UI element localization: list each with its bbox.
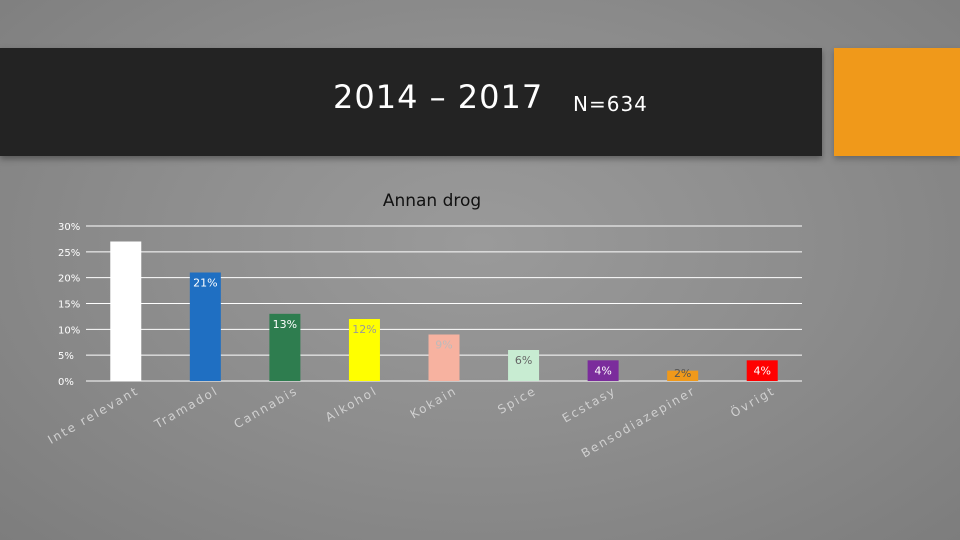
category-label: Inte relevant <box>45 383 141 446</box>
category-label: Alkohol <box>323 383 380 424</box>
data-label: 6% <box>515 354 532 367</box>
bar <box>348 319 380 381</box>
data-label: 4% <box>753 364 770 377</box>
data-label: 21% <box>193 277 217 290</box>
category-label: Kokain <box>408 383 460 421</box>
bar <box>746 360 778 381</box>
y-tick-label: 25% <box>58 248 80 259</box>
y-tick-label: 15% <box>58 300 80 311</box>
category-label: Ecstasy <box>560 383 619 425</box>
y-tick-label: 10% <box>58 325 80 336</box>
bar <box>508 350 540 381</box>
chart-title: Annan drog <box>382 191 482 211</box>
y-tick-label: 0% <box>58 377 74 388</box>
data-label: 13% <box>273 318 297 331</box>
category-label: Spice <box>495 383 539 416</box>
data-label: 4% <box>594 364 611 377</box>
data-label: 2% <box>674 367 691 380</box>
data-label: 9% <box>435 339 452 352</box>
bar <box>428 334 460 381</box>
y-tick-label: 20% <box>58 274 80 285</box>
y-tick-label: 5% <box>58 351 74 362</box>
category-labels: Inte relevant Tramadol Cannabis Alkohol Koka… <box>45 382 777 461</box>
bar <box>189 272 221 381</box>
data-labels: 21% 13% 12% 9% 6% 4% 2% 4% <box>193 277 771 381</box>
bar <box>110 241 142 381</box>
y-tick-labels: 0% 5% 10% 15% 20% 25% 30% <box>58 222 80 388</box>
title-band <box>0 48 822 156</box>
y-tick-label: 30% <box>58 222 80 233</box>
bar <box>667 370 699 381</box>
category-label: Tramadol <box>151 383 221 431</box>
category-label: Cannabis <box>231 383 300 431</box>
data-label: 12% <box>352 323 376 336</box>
accent-block <box>834 48 960 156</box>
bar <box>587 360 619 381</box>
bar <box>269 313 301 381</box>
bars <box>110 241 778 381</box>
page-title: 2014 – 2017 <box>333 78 544 116</box>
sample-size: N=634 <box>573 92 648 116</box>
category-label: Övrigt <box>727 382 778 420</box>
